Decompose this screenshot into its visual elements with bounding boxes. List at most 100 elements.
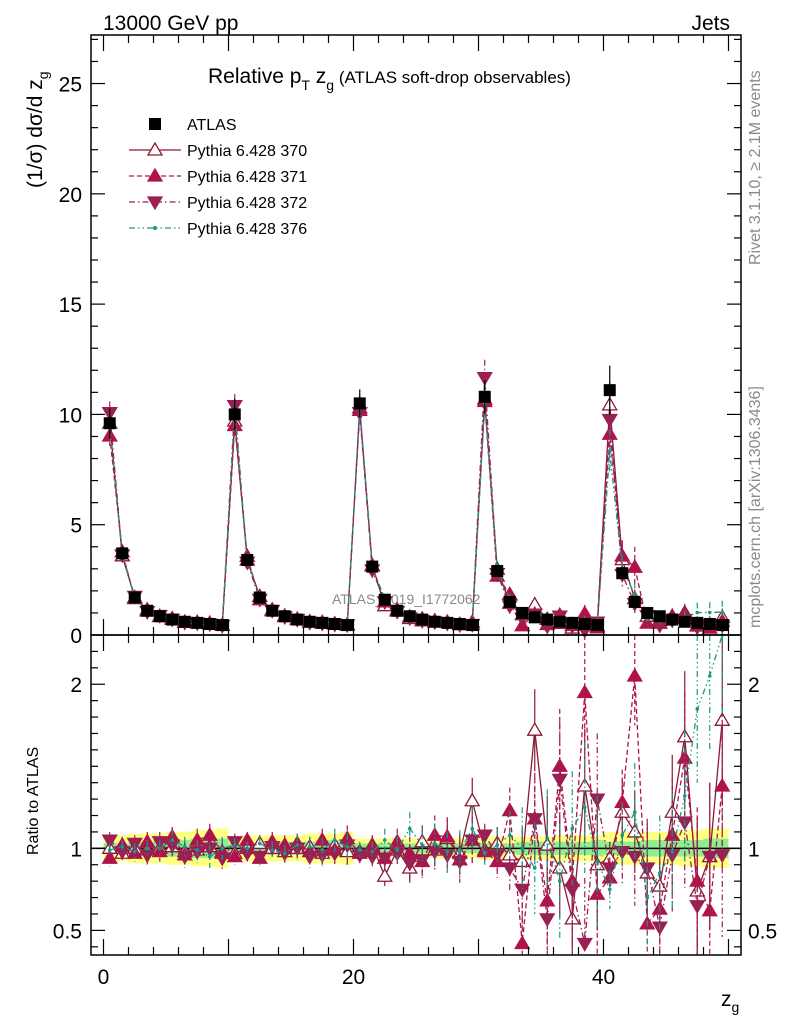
atlas-point bbox=[503, 595, 516, 608]
pythia-371-ratio-point bbox=[626, 667, 643, 682]
pythia-372-ratio-point bbox=[376, 852, 393, 867]
chart-title: Relative pT zg (ATLAS soft-drop observab… bbox=[208, 65, 571, 93]
pythia-370-ratio-point bbox=[464, 792, 481, 807]
atlas-point bbox=[341, 619, 354, 632]
atlas-point bbox=[403, 610, 416, 623]
atlas-point bbox=[228, 408, 241, 421]
pythia-372-ratio-point bbox=[701, 850, 718, 865]
pythia-376-ratio-point bbox=[270, 848, 275, 852]
main-panel-data bbox=[101, 359, 731, 639]
atlas-point bbox=[303, 615, 316, 628]
pythia-372-ratio-point bbox=[689, 900, 706, 915]
atlas-point bbox=[291, 613, 304, 626]
pythia-376-main-point bbox=[720, 610, 725, 614]
atlas-point bbox=[703, 617, 716, 630]
pythia-376-ratio-point bbox=[557, 879, 562, 883]
atlas-point bbox=[216, 619, 229, 632]
atlas-point bbox=[541, 613, 554, 626]
pythia-376-ratio-point bbox=[170, 838, 175, 842]
pythia-376-ratio-point bbox=[282, 851, 287, 856]
atlas-point bbox=[416, 613, 429, 626]
pythia-372-ratio-point bbox=[401, 857, 418, 872]
atlas-point bbox=[328, 617, 341, 630]
pythia-376-ratio-point bbox=[645, 895, 650, 900]
pythia-370-ratio-point bbox=[526, 721, 543, 736]
pythia-372-ratio-point bbox=[564, 883, 581, 898]
pythia-376-ratio-point bbox=[370, 849, 375, 854]
atlas-point bbox=[191, 616, 204, 629]
pythia-376-ratio-point bbox=[145, 846, 150, 851]
main-y-axis-label-sub: g bbox=[35, 71, 51, 79]
pythia-376-ratio-point bbox=[220, 846, 225, 851]
pythia-376-ratio-point bbox=[120, 844, 125, 849]
pythia-376-ratio-point bbox=[520, 846, 525, 851]
pythia-376-ratio-point bbox=[182, 844, 187, 849]
chart-title-sub-t: T bbox=[301, 77, 310, 93]
pythia-371-ratio-point bbox=[576, 684, 593, 699]
main-y-tick-label: 0 bbox=[70, 625, 82, 648]
atlas-point bbox=[603, 384, 616, 397]
atlas-point bbox=[578, 617, 591, 630]
pythia-372-ratio-point bbox=[464, 834, 481, 849]
chart-title-sub-g: g bbox=[326, 77, 334, 93]
pythia-376-ratio-point bbox=[195, 848, 200, 852]
atlas-point bbox=[466, 619, 479, 632]
atlas-point bbox=[166, 613, 179, 626]
pythia-376-ratio-point bbox=[332, 838, 337, 842]
atlas-point bbox=[141, 604, 154, 617]
pythia-376-ratio-point bbox=[457, 849, 462, 854]
pythia-376-ratio-point bbox=[707, 674, 712, 678]
pythia-376-ratio-point bbox=[570, 826, 575, 831]
pythia-376-ratio-point bbox=[620, 833, 625, 838]
legend-pythia-371-marker bbox=[146, 167, 164, 182]
atlas-point bbox=[591, 619, 604, 632]
pythia-376-ratio-point bbox=[582, 805, 587, 810]
ratio-y-tick-label-left: 2 bbox=[70, 674, 82, 697]
legend-pythia-370-marker bbox=[146, 141, 164, 156]
chart-title-rest: (ATLAS soft-drop observables) bbox=[334, 68, 571, 87]
atlas-point bbox=[378, 593, 391, 606]
main-y-tick-label: 20 bbox=[59, 184, 82, 207]
atlas-point bbox=[666, 613, 679, 626]
atlas-point bbox=[441, 616, 454, 629]
atlas-point bbox=[253, 591, 266, 604]
pythia-376-ratio-point bbox=[157, 846, 162, 851]
x-axis-label-sub: g bbox=[732, 999, 740, 1015]
x-tick-label: 40 bbox=[592, 966, 615, 989]
legend-pythia-372-marker bbox=[146, 196, 164, 211]
main-y-axis-label-main: (1/σ) dσ/d z bbox=[24, 79, 47, 188]
pythia-376-ratio-point bbox=[532, 866, 537, 870]
atlas-point bbox=[716, 619, 729, 632]
pythia-376-ratio-point bbox=[632, 810, 637, 815]
pythia-376-ratio-point bbox=[232, 843, 237, 847]
pythia-372-ratio-point bbox=[526, 813, 543, 828]
pythia-376-ratio-point bbox=[320, 848, 325, 852]
atlas-point bbox=[203, 617, 216, 630]
pythia-376-ratio-point bbox=[307, 844, 312, 849]
pythia-372-ratio-point bbox=[576, 937, 593, 952]
x-axis-label: zg bbox=[721, 988, 739, 1015]
legend-pythia-376-label: Pythia 6.428 376 bbox=[187, 221, 307, 238]
atlas-point bbox=[128, 591, 141, 604]
pythia-371-ratio-point bbox=[101, 849, 118, 864]
atlas-point bbox=[478, 390, 491, 403]
pythia-372-ratio-point bbox=[501, 862, 518, 877]
ratio-y-axis-label: Ratio to ATLAS bbox=[25, 747, 42, 855]
legend-atlas-marker bbox=[149, 118, 161, 130]
legend: ATLAS Pythia 6.428 370 Pythia 6.428 371 Pyt… bbox=[129, 117, 307, 238]
pythia-376-ratio-point bbox=[395, 848, 400, 852]
pythia-370-ratio-point bbox=[714, 712, 731, 726]
pythia-376-main-point bbox=[695, 610, 700, 615]
pythia-371-ratio-point bbox=[589, 885, 606, 900]
atlas-point bbox=[278, 610, 291, 623]
pythia-376-ratio-point bbox=[495, 843, 500, 847]
pythia-376-ratio-point bbox=[132, 849, 137, 854]
pythia-372-ratio-point bbox=[601, 862, 618, 877]
pythia-370-ratio-point bbox=[576, 777, 593, 792]
pythia-370-ratio-line bbox=[109, 720, 723, 920]
ratio-panel-frame bbox=[90, 634, 742, 956]
pythia-376-ratio-point bbox=[507, 833, 512, 838]
header-right-label: Jets bbox=[691, 12, 730, 35]
atlas-point bbox=[516, 606, 529, 619]
atlas-point bbox=[353, 397, 366, 410]
